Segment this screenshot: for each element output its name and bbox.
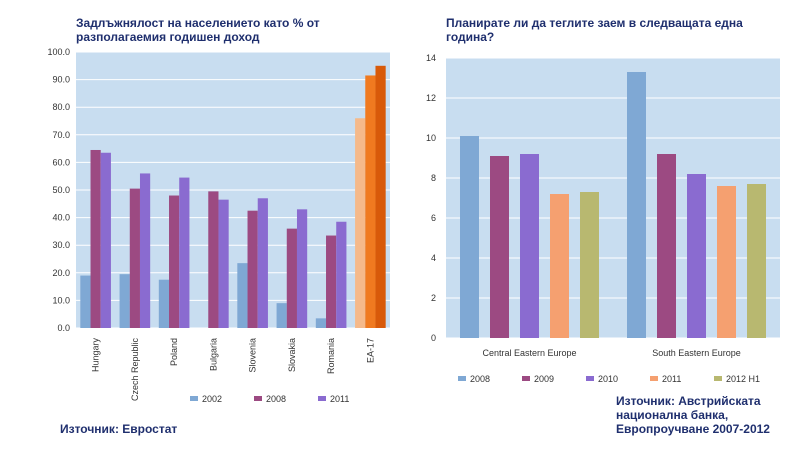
left-bar-2008-hungary xyxy=(90,149,101,328)
left-bar-2002-slovenia xyxy=(237,263,248,328)
left-bar-2011-poland xyxy=(179,177,190,328)
left-y-tick-label: 90.0 xyxy=(52,75,70,85)
right-bar-2008-1 xyxy=(627,72,646,338)
right-bar-2012-H1-0 xyxy=(580,192,599,338)
left-y-tick-label: 70.0 xyxy=(52,130,70,140)
left-y-tick-label: 50.0 xyxy=(52,185,70,195)
right-legend-label: 2011 xyxy=(662,374,681,384)
right-legend-label: 2009 xyxy=(534,374,554,384)
right-x-tick-label: South Eastern Europe xyxy=(652,348,741,358)
right-bar-2012-H1-1 xyxy=(747,184,766,338)
right-bar-2011-0 xyxy=(550,194,569,338)
right-y-tick-label: 10 xyxy=(426,133,436,143)
left-bar-2002-slovakia xyxy=(276,303,287,328)
left-bar-2011-slovakia xyxy=(296,209,308,328)
right-legend-label: 2012 H1 xyxy=(726,374,760,384)
left-bar-2002-poland xyxy=(158,279,170,328)
right-legend-swatch-2009 xyxy=(522,376,530,381)
left-bar-2002-romania xyxy=(315,318,327,328)
left-x-tick-label: Slovakia xyxy=(287,338,297,372)
left-x-tick-label: Romania xyxy=(326,338,336,374)
left-y-tick-label: 60.0 xyxy=(52,157,70,167)
left-legend-label: 2008 xyxy=(266,394,286,404)
left-bar-2008-ea-17 xyxy=(365,75,376,329)
left-bar-2008-slovakia xyxy=(286,228,297,328)
left-y-tick-label: 10.0 xyxy=(52,295,70,305)
right-y-tick-label: 6 xyxy=(431,213,436,223)
left-x-tick-label: Slovenia xyxy=(248,338,258,373)
left-bar-2011-hungary xyxy=(100,152,111,328)
left-bar-2002-hungary xyxy=(80,275,91,328)
right-y-tick-label: 12 xyxy=(426,93,436,103)
left-x-tick-label: Poland xyxy=(169,338,179,366)
left-y-tick-label: 30.0 xyxy=(52,240,70,250)
right-legend-swatch-2011 xyxy=(650,376,658,381)
right-chart-source: Източник: Австрийската национална банка,… xyxy=(616,394,770,436)
left-bar-2008-bulgaria xyxy=(208,191,219,328)
left-bar-2008-czech-republic xyxy=(129,188,140,328)
left-bar-2011-ea-17 xyxy=(375,65,386,329)
left-x-tick-label: Hungary xyxy=(91,338,101,373)
left-y-tick-label: 20.0 xyxy=(52,268,70,278)
right-bar-2009-0 xyxy=(490,156,509,338)
left-bar-2008-slovenia xyxy=(247,210,258,328)
right-bar-2008-0 xyxy=(460,136,479,338)
left-legend-swatch-2008 xyxy=(254,396,262,401)
right-y-tick-label: 8 xyxy=(431,173,436,183)
left-y-tick-label: 80.0 xyxy=(52,102,70,112)
right-chart-title: Планирате ли да теглите заем в следващат… xyxy=(446,16,743,44)
right-y-tick-label: 2 xyxy=(431,293,436,303)
left-bar-2011-romania xyxy=(336,221,347,328)
left-y-tick-label: 100.0 xyxy=(47,47,70,57)
right-bar-2010-0 xyxy=(520,154,539,338)
left-legend-swatch-2011 xyxy=(318,396,326,401)
right-y-tick-label: 0 xyxy=(431,333,436,343)
left-bar-2002-ea-17 xyxy=(355,118,366,329)
right-legend-label: 2010 xyxy=(598,374,618,384)
left-bar-2008-romania xyxy=(326,235,337,328)
left-chart-title: Задлъжнялост на населението като % от ра… xyxy=(76,16,320,44)
left-bar-2011-czech-republic xyxy=(139,173,151,328)
left-legend-label: 2011 xyxy=(330,394,349,404)
left-legend-swatch-2002 xyxy=(190,396,198,401)
left-x-tick-label: EA-17 xyxy=(365,338,375,363)
right-legend-swatch-2008 xyxy=(458,376,466,381)
left-bar-2011-bulgaria xyxy=(218,199,229,328)
left-bar-2008-poland xyxy=(169,195,180,328)
left-bar-2002-czech-republic xyxy=(119,274,130,328)
right-bar-2010-1 xyxy=(687,174,706,338)
left-y-tick-label: 0.0 xyxy=(57,323,70,333)
right-legend-swatch-2012-H1 xyxy=(714,376,722,381)
right-y-tick-label: 14 xyxy=(426,53,436,63)
left-y-tick-label: 40.0 xyxy=(52,213,70,223)
left-x-tick-label: Czech Republic xyxy=(130,338,140,402)
right-legend-label: 2008 xyxy=(470,374,490,384)
left-legend-label: 2002 xyxy=(202,394,222,404)
left-x-tick-label: Bulgaria xyxy=(208,338,218,371)
right-y-tick-label: 4 xyxy=(431,253,436,263)
left-bar-2011-slovenia xyxy=(257,198,268,328)
right-bar-2009-1 xyxy=(657,154,676,338)
right-x-tick-label: Central Eastern Europe xyxy=(482,348,576,358)
right-legend-swatch-2010 xyxy=(586,376,594,381)
left-chart-source: Източник: Евростат xyxy=(60,422,178,436)
right-bar-2011-1 xyxy=(717,186,736,338)
